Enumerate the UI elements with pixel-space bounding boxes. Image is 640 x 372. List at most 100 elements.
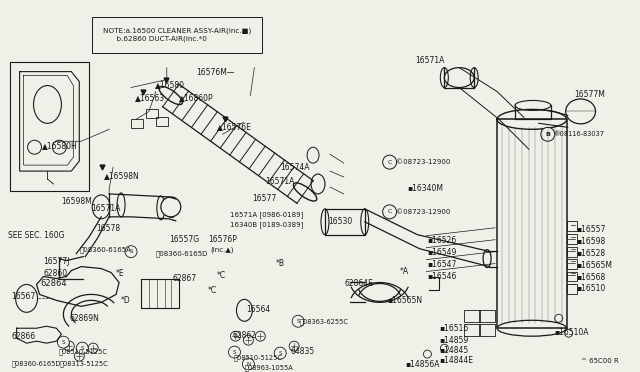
Bar xyxy=(566,221,577,231)
Text: 16598M: 16598M xyxy=(61,197,92,206)
Text: ©08723-12900: ©08723-12900 xyxy=(396,209,450,215)
Text: *E: *E xyxy=(116,269,125,278)
Text: 16576P: 16576P xyxy=(209,235,237,244)
Text: 16571A: 16571A xyxy=(415,56,445,65)
Circle shape xyxy=(383,155,397,169)
Text: 16557G: 16557G xyxy=(169,235,199,244)
Text: ©08723-12900: ©08723-12900 xyxy=(396,159,450,165)
Text: ▪16547: ▪16547 xyxy=(428,260,457,269)
Text: ▪16516: ▪16516 xyxy=(439,324,468,333)
Text: 62869N: 62869N xyxy=(69,314,99,323)
Text: ▪14856A: ▪14856A xyxy=(406,360,440,369)
Circle shape xyxy=(58,336,69,348)
Text: ▪16598: ▪16598 xyxy=(577,237,606,246)
Text: 16567: 16567 xyxy=(12,292,36,301)
Text: ▪16510: ▪16510 xyxy=(577,285,606,294)
Text: NOTE:a.16500 CLEANER ASSY-AIR(inc.■)
      b.62860 DUCT-AIR(inc.*0: NOTE:a.16500 CLEANER ASSY-AIR(inc.■) b.6… xyxy=(103,28,252,42)
Text: *D: *D xyxy=(121,296,131,305)
Circle shape xyxy=(275,347,286,359)
Text: S: S xyxy=(81,346,84,351)
Text: 16571A [0986-0189]: 16571A [0986-0189] xyxy=(230,211,304,218)
Text: B: B xyxy=(545,132,550,137)
Text: Ⓢ08313-5125C: Ⓢ08313-5125C xyxy=(60,360,108,367)
Text: S: S xyxy=(61,340,65,345)
Text: *C: *C xyxy=(207,286,217,295)
Text: (inc.▲): (inc.▲) xyxy=(211,247,234,253)
Text: S: S xyxy=(129,249,132,254)
Bar xyxy=(566,247,577,257)
Text: S: S xyxy=(278,350,282,356)
Bar xyxy=(464,324,480,336)
Text: ▪16340M: ▪16340M xyxy=(408,184,444,193)
Circle shape xyxy=(243,358,254,370)
Circle shape xyxy=(76,342,88,354)
Text: 64835: 64835 xyxy=(290,347,314,356)
Text: ▲16563: ▲16563 xyxy=(135,93,165,103)
Text: ▪16557: ▪16557 xyxy=(577,225,606,234)
Text: S: S xyxy=(233,350,236,355)
Text: SEE SEC. 160G: SEE SEC. 160G xyxy=(8,231,64,240)
Text: 16564: 16564 xyxy=(246,305,271,314)
Circle shape xyxy=(228,346,241,358)
Text: C: C xyxy=(387,209,392,214)
Text: ▪16568: ▪16568 xyxy=(577,273,606,282)
Text: ▲16860P: ▲16860P xyxy=(179,93,213,103)
Text: ®08116-83037: ®08116-83037 xyxy=(553,131,604,137)
Text: 62864E: 62864E xyxy=(345,279,374,288)
Text: 62862: 62862 xyxy=(232,331,257,340)
Text: 62860: 62860 xyxy=(44,269,68,278)
Text: ▪16565M: ▪16565M xyxy=(577,261,612,270)
Text: *B: *B xyxy=(275,259,284,267)
Text: 16530: 16530 xyxy=(328,217,352,226)
Bar xyxy=(479,310,495,322)
Text: Ⓞ08963-1055A: Ⓞ08963-1055A xyxy=(244,364,293,371)
Text: *C: *C xyxy=(216,270,226,279)
Bar xyxy=(146,109,158,118)
Text: N: N xyxy=(246,362,250,366)
Text: ▲16580H: ▲16580H xyxy=(42,141,77,150)
Text: Ⓢ08510-5125C: Ⓢ08510-5125C xyxy=(58,348,108,355)
Text: Ⓢ08510-5125C: Ⓢ08510-5125C xyxy=(234,354,282,361)
Circle shape xyxy=(292,315,304,327)
Bar xyxy=(566,234,577,244)
Text: 16340B [0189-0389]: 16340B [0189-0389] xyxy=(230,221,304,228)
Bar xyxy=(131,119,143,128)
Text: 16578: 16578 xyxy=(96,224,120,233)
Bar xyxy=(566,285,577,294)
Circle shape xyxy=(161,197,180,217)
Text: ▪16510A: ▪16510A xyxy=(555,328,589,337)
Text: Ⓢ08360-6165D: Ⓢ08360-6165D xyxy=(156,251,208,257)
Text: ▪14859: ▪14859 xyxy=(439,336,468,345)
Text: ▲16598N: ▲16598N xyxy=(104,171,140,180)
Text: ▪16526: ▪16526 xyxy=(428,236,457,245)
Text: Ⓢ08363-6255C: Ⓢ08363-6255C xyxy=(300,318,349,325)
Text: 62866: 62866 xyxy=(12,332,36,341)
Text: 16577: 16577 xyxy=(252,194,276,203)
Text: ▪16549: ▪16549 xyxy=(428,248,457,257)
FancyBboxPatch shape xyxy=(10,62,89,191)
Text: 16571A: 16571A xyxy=(266,177,294,186)
Text: Ⓢ08360-6165A: Ⓢ08360-6165A xyxy=(79,247,131,253)
Text: 16577M: 16577M xyxy=(575,90,605,99)
Text: ▪16528: ▪16528 xyxy=(577,248,605,258)
Text: S: S xyxy=(296,319,300,324)
Bar xyxy=(566,272,577,282)
Text: ▲16576E: ▲16576E xyxy=(216,122,252,131)
Text: 16571A: 16571A xyxy=(92,204,120,213)
Text: 16576M—: 16576M— xyxy=(196,68,235,77)
Text: ▪14845: ▪14845 xyxy=(439,346,468,355)
Text: ^ 65C00 R: ^ 65C00 R xyxy=(580,358,618,364)
Bar xyxy=(479,324,495,336)
Text: C: C xyxy=(387,160,392,165)
Circle shape xyxy=(383,205,397,219)
Bar xyxy=(464,310,480,322)
Text: ▪14844E: ▪14844E xyxy=(439,356,474,365)
Text: ▪16546: ▪16546 xyxy=(428,272,457,280)
Circle shape xyxy=(125,246,137,258)
Text: ▲16580: ▲16580 xyxy=(155,80,185,89)
Text: 16574A: 16574A xyxy=(280,163,310,172)
Text: *A: *A xyxy=(399,267,409,276)
Circle shape xyxy=(541,127,555,141)
Text: Ⓢ08360-6165D: Ⓢ08360-6165D xyxy=(12,360,61,367)
Text: 16577J: 16577J xyxy=(44,257,70,266)
